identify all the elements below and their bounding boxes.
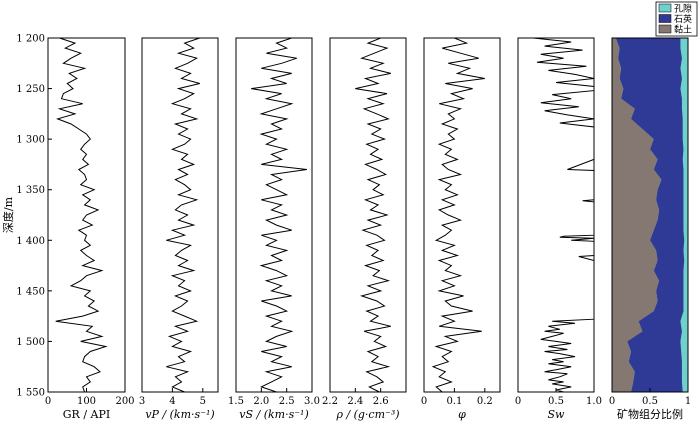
sw-xtick-label: 0 [515, 396, 521, 407]
track-sw: 0 0.5 1.0 Sw [515, 37, 602, 421]
legend-swatch [658, 14, 672, 23]
vs-xtick-label: 2.0 [253, 396, 269, 407]
rho-curve [355, 37, 391, 393]
gr-xtick-label: 0 [45, 396, 51, 407]
vp-xtick-label: 4 [169, 396, 175, 407]
depth-tick-label: 1 300 [16, 135, 45, 146]
track-gr: 0 100 200 GR / API [45, 37, 135, 421]
vp-xtick-label: 3 [139, 396, 145, 407]
rho-xtick-label: 2.4 [347, 396, 363, 407]
phi-curve [431, 37, 485, 393]
legend-label: 孔隙 [674, 3, 692, 15]
vp-xtick-label: 5 [200, 396, 206, 407]
phi-frame [423, 37, 501, 393]
sw-frame [517, 37, 595, 393]
rho-xtick-label: 2.6 [373, 396, 389, 407]
legend-swatch [658, 24, 672, 34]
phi-xtick-label: 0.2 [477, 396, 493, 407]
track-rho: 2.2 2.4 2.6ρ / (g·cm⁻³) [322, 37, 407, 421]
legend-label: 黏土 [674, 24, 692, 36]
legend-label: 石英 [674, 13, 692, 25]
sw-xtick-label: 1.0 [586, 396, 602, 407]
depth-tick-label: 1 400 [16, 236, 45, 247]
mineral-xtick-label: 0 [609, 396, 615, 407]
phi-xlabel: φ [458, 408, 466, 421]
rho-frame [329, 37, 407, 393]
depth-tick-label: 1 450 [16, 286, 45, 297]
phi-xtick-label: 0.1 [446, 396, 462, 407]
sw-xtick-label: 0.5 [548, 396, 564, 407]
mineral-xlabel: 矿物组分比例 [617, 407, 683, 421]
gr-xtick-label: 200 [115, 396, 134, 407]
vs-frame [235, 37, 313, 393]
depth-tick-label: 1 350 [16, 185, 45, 196]
sw-curve [533, 37, 595, 393]
legend-swatch [658, 3, 672, 13]
sw-xlabel: Sw [548, 408, 566, 421]
clay-area [612, 38, 662, 392]
mineral-xtick-label: 1 [685, 396, 691, 407]
vs-xtick-label: 1.5 [228, 396, 244, 407]
track-vp: 3 4 5vP / (km·s⁻¹) [139, 37, 219, 421]
rho-xlabel: ρ / (g·cm⁻³) [335, 408, 399, 421]
track-phi: 0 0.1 0.2 φ [421, 37, 501, 421]
vs-xtick-label: 3.0 [304, 396, 320, 407]
mineral-xtick-label: 0.5 [642, 396, 658, 407]
depth-axis-label: 深度/m [1, 196, 15, 233]
phi-xtick-label: 0 [421, 396, 427, 407]
gr-xtick-label: 100 [77, 396, 96, 407]
vs-curve [251, 37, 307, 393]
quartz-area [615, 38, 685, 392]
depth-tick-label: 1 250 [16, 84, 45, 95]
gr-xlabel: GR / API [63, 408, 110, 421]
gr-curve [55, 37, 108, 393]
rho-xtick-label: 2.2 [322, 396, 338, 407]
depth-axis: 1 200 1 250 1 300 1 350 1 400 1 450 1 500 1 550 [16, 34, 52, 399]
vs-xlabel: vS / (km·s⁻¹) [239, 408, 309, 421]
vp-curve [166, 37, 200, 393]
vs-xtick-label: 2.5 [279, 396, 295, 407]
depth-tick-label: 1 200 [16, 34, 45, 45]
depth-tick-label: 1 550 [16, 388, 45, 399]
depth-tick-label: 1 500 [16, 337, 45, 348]
vp-frame [141, 37, 219, 393]
track-vs: 1.5 2.0 2.5 3.0vS / (km·s⁻¹) [228, 37, 320, 421]
vp-xlabel: vP / (km·s⁻¹) [145, 408, 214, 421]
